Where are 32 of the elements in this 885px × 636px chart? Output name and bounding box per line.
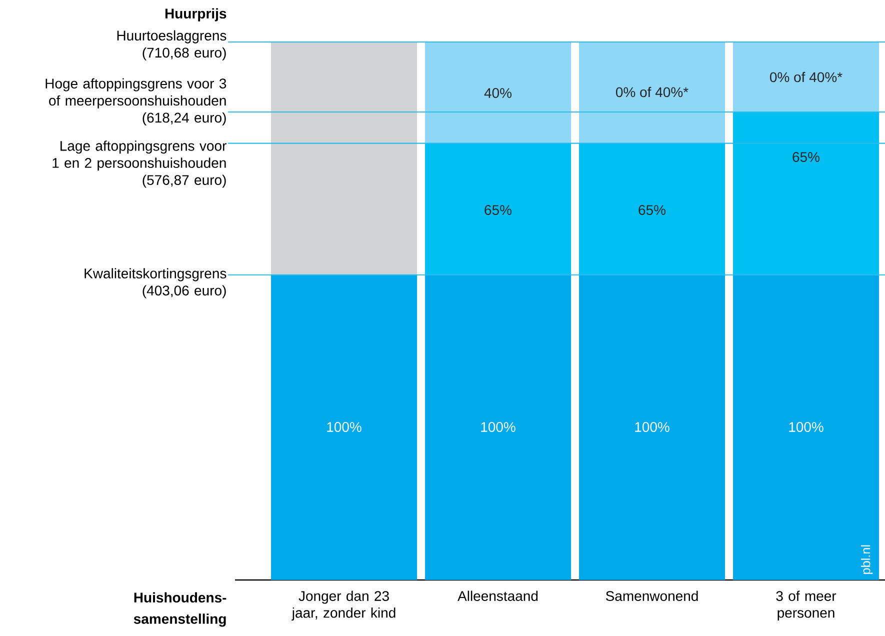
ref-line-label: Lage aftoppingsgrens voor 1 en 2 persoonshuishouden (576,87 euro): [52, 140, 226, 188]
annotation: 100%: [327, 422, 362, 432]
bar: [425, 42, 572, 144]
annotation: 0% of 40%*: [616, 86, 688, 98]
bar: [425, 274, 572, 580]
bar: [733, 274, 879, 580]
annotation: 65%: [792, 152, 820, 162]
bar: [271, 274, 418, 580]
ref-line-label: Huurtoeslaggrens (710,68 euro): [117, 30, 226, 60]
bar: [733, 42, 879, 112]
annotation: 65%: [484, 205, 512, 215]
y-axis-title: Huurprijs: [165, 8, 226, 22]
annotation: 65%: [638, 205, 666, 215]
bar: [733, 112, 879, 275]
ref-line-label: Kwaliteitskortingsgrens (403,06 euro): [84, 268, 226, 298]
bar: [579, 143, 726, 275]
annotation: 100%: [481, 422, 516, 432]
x-tick-label: Samenwonend: [606, 590, 698, 601]
x-tick-label: Jonger dan 23 jaar, zonder kind: [292, 590, 396, 621]
annotation: pbl.nl: [860, 545, 873, 574]
x-tick-label: Alleenstaand: [458, 590, 538, 601]
annotation: 40%: [484, 88, 512, 98]
annotation: 100%: [635, 422, 670, 432]
x-axis-title: Huishoudens-samenstelling: [134, 592, 226, 627]
ref-line-label: Hoge aftoppingsgrens voor 3 of meerpersoonshuishouden (618,24 euro): [46, 78, 226, 126]
x-tick-label: 3 of meer personen: [776, 590, 836, 621]
bar: [425, 143, 572, 275]
bar: [271, 42, 418, 275]
annotation: 0% of 40%*: [770, 72, 842, 82]
bar: [579, 274, 726, 580]
annotation: 100%: [789, 422, 824, 432]
bar: [579, 42, 726, 144]
